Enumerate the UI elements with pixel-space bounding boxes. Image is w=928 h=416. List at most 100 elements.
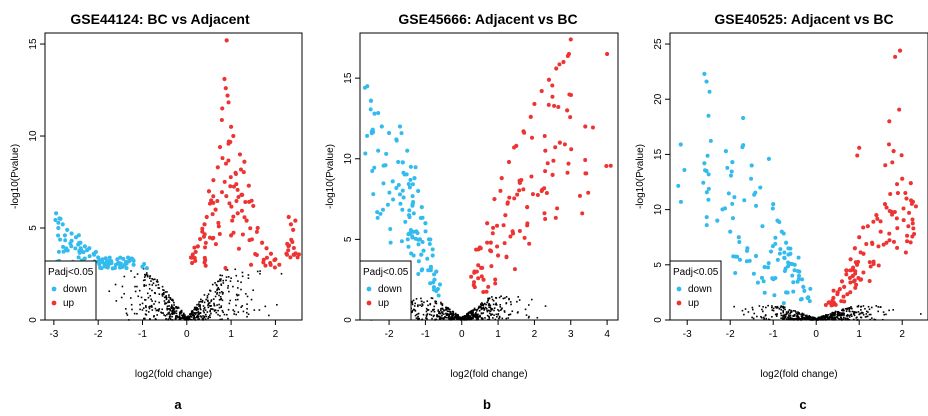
x-tick-label: 0 bbox=[813, 329, 819, 340]
point-down bbox=[73, 246, 78, 251]
ns-point bbox=[447, 317, 450, 319]
ns-point bbox=[207, 303, 210, 306]
ns-point bbox=[237, 280, 239, 282]
y-tick-label: 10 bbox=[28, 130, 39, 142]
point-up bbox=[201, 234, 206, 239]
ns-point bbox=[860, 316, 863, 319]
ns-point bbox=[850, 315, 853, 318]
ns-point bbox=[873, 318, 876, 321]
point-up bbox=[858, 277, 863, 282]
ns-point bbox=[165, 318, 167, 320]
ns-point bbox=[171, 315, 173, 318]
ns-point bbox=[171, 319, 174, 321]
ns-point bbox=[805, 316, 807, 318]
ns-point bbox=[441, 311, 444, 313]
point-down bbox=[131, 258, 136, 263]
ns-point bbox=[225, 279, 227, 282]
ns-point bbox=[472, 309, 475, 311]
ns-point bbox=[426, 300, 429, 302]
point-down bbox=[706, 172, 711, 177]
ns-point bbox=[809, 316, 812, 319]
point-up bbox=[900, 176, 905, 181]
point-down bbox=[127, 257, 132, 262]
ns-point bbox=[507, 317, 510, 319]
ns-point bbox=[141, 302, 144, 305]
ns-point bbox=[217, 309, 219, 312]
ns-point bbox=[780, 308, 783, 311]
point-up bbox=[565, 54, 570, 59]
ns-point bbox=[453, 317, 455, 320]
ns-point bbox=[172, 299, 174, 302]
ns-point bbox=[842, 312, 844, 314]
ns-point bbox=[834, 318, 837, 320]
point-down bbox=[777, 251, 782, 256]
ns-point bbox=[868, 308, 871, 311]
ns-point bbox=[468, 311, 470, 314]
ns-point bbox=[198, 305, 200, 307]
ns-point bbox=[782, 318, 784, 321]
ns-point bbox=[429, 313, 431, 316]
ns-point bbox=[144, 273, 146, 276]
ns-point bbox=[163, 314, 165, 316]
point-down bbox=[771, 201, 776, 207]
point-down bbox=[420, 240, 425, 245]
point-up bbox=[853, 269, 858, 274]
point-down bbox=[796, 273, 802, 278]
legend-marker-up bbox=[676, 300, 682, 306]
ns-point bbox=[443, 309, 445, 312]
ns-point bbox=[457, 318, 460, 321]
ns-point bbox=[798, 312, 801, 314]
point-up bbox=[525, 221, 530, 226]
point-down bbox=[131, 262, 136, 267]
point-down bbox=[372, 165, 377, 170]
ns-point bbox=[439, 312, 441, 315]
ns-point bbox=[834, 316, 837, 319]
ns-point bbox=[175, 310, 178, 312]
ns-point bbox=[156, 281, 159, 283]
point-down bbox=[431, 280, 436, 285]
ns-point bbox=[175, 315, 177, 317]
point-up bbox=[857, 145, 862, 150]
ns-point bbox=[259, 270, 261, 272]
series-up bbox=[188, 38, 301, 270]
ns-point bbox=[419, 304, 421, 306]
ns-point bbox=[182, 312, 185, 315]
ns-point bbox=[488, 312, 491, 315]
point-up bbox=[291, 227, 296, 232]
point-up bbox=[903, 191, 908, 196]
ns-point bbox=[215, 283, 218, 286]
ns-point bbox=[168, 316, 171, 318]
ns-point bbox=[198, 312, 200, 315]
ns-point bbox=[805, 314, 808, 317]
ns-point bbox=[218, 299, 221, 301]
point-up bbox=[529, 174, 534, 179]
ns-point bbox=[130, 303, 133, 306]
legend-title: Padj<0.05 bbox=[48, 267, 94, 278]
ns-point bbox=[771, 305, 773, 307]
point-down bbox=[56, 249, 61, 254]
point-up bbox=[264, 246, 269, 251]
ns-point bbox=[139, 308, 141, 311]
point-up bbox=[550, 83, 555, 88]
ns-point bbox=[144, 279, 146, 281]
ns-point bbox=[189, 312, 192, 315]
series-down bbox=[362, 84, 443, 298]
ns-point bbox=[153, 278, 156, 281]
ns-point bbox=[795, 312, 798, 315]
ns-point bbox=[443, 317, 445, 320]
ns-point bbox=[466, 316, 468, 318]
point-up bbox=[867, 279, 872, 284]
point-up bbox=[242, 159, 247, 164]
ns-point bbox=[200, 308, 202, 311]
ns-point bbox=[189, 318, 192, 321]
point-up bbox=[546, 77, 552, 82]
point-up bbox=[522, 235, 527, 240]
point-up bbox=[848, 257, 853, 262]
point-down bbox=[741, 143, 746, 148]
point-up bbox=[203, 245, 208, 250]
ns-point bbox=[235, 293, 238, 296]
ns-point bbox=[205, 315, 208, 318]
ns-point bbox=[475, 310, 478, 312]
ns-point bbox=[161, 308, 164, 311]
